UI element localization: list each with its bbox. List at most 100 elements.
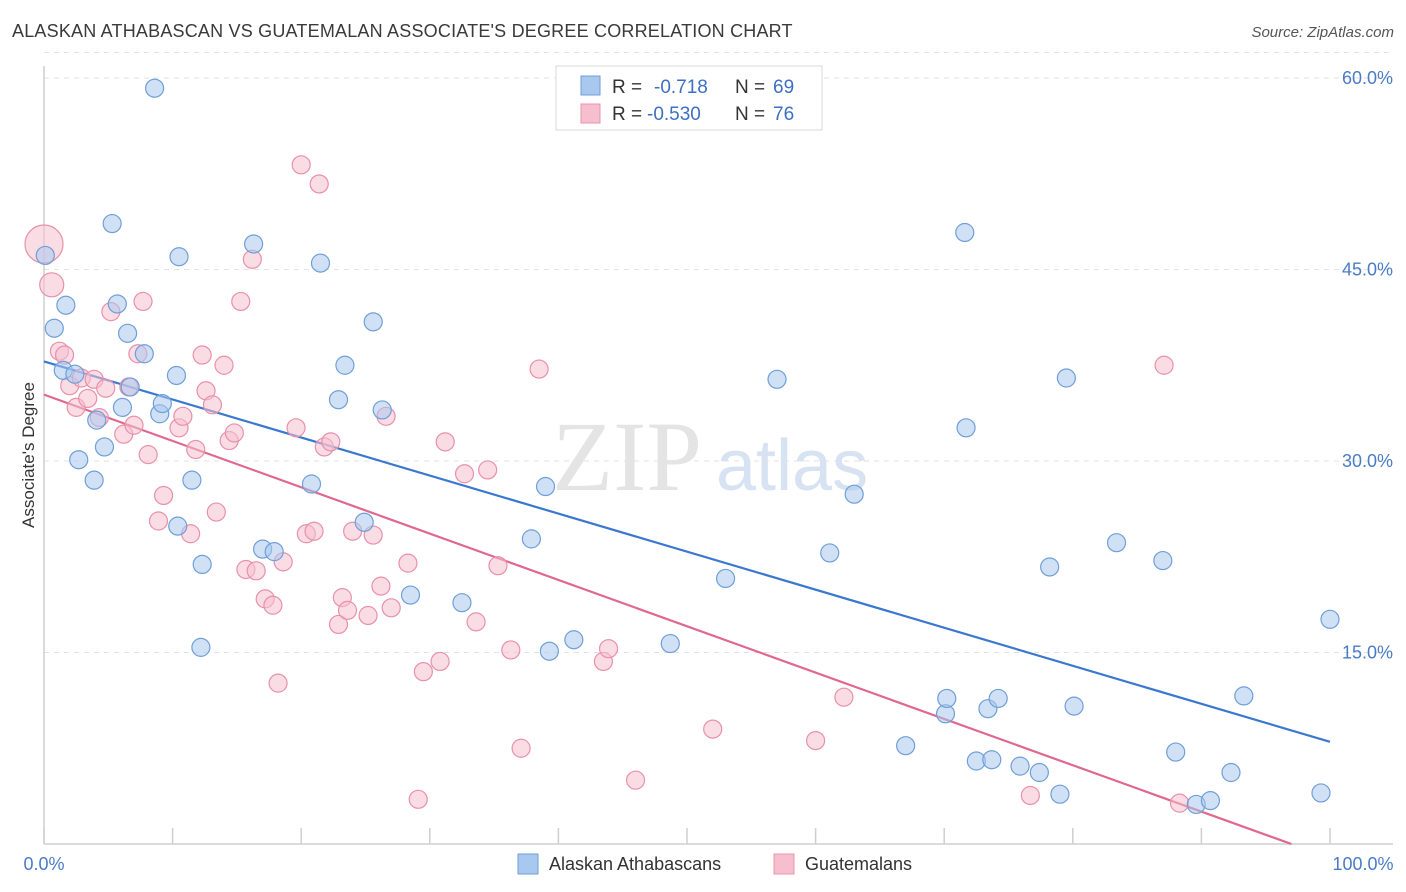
point-guatemalan: [478, 460, 498, 480]
point-guatemalan: [186, 439, 206, 460]
legend-r-value-2: -0.530: [647, 104, 701, 125]
point-guatemalan: [39, 272, 65, 298]
point-alaskan-athabascan: [56, 295, 76, 315]
point-alaskan-athabascan: [1311, 783, 1331, 803]
source-label: Source: ZipAtlas.com: [1251, 24, 1394, 41]
point-guatemalan: [246, 561, 266, 581]
point-guatemalan: [488, 556, 508, 576]
point-guatemalan: [358, 605, 378, 626]
point-guatemalan: [1169, 793, 1190, 813]
point-alaskan-athabascan: [310, 253, 331, 273]
point-alaskan-athabascan: [328, 390, 349, 410]
point-alaskan-athabascan: [1010, 756, 1030, 776]
point-alaskan-athabascan: [521, 529, 541, 549]
point-guatemalan: [153, 485, 174, 506]
point-alaskan-athabascan: [244, 234, 264, 254]
point-alaskan-athabascan: [44, 318, 64, 338]
guatemalans-points: [24, 155, 1190, 813]
legend-bottom: Alaskan Athabascans Guatemalans: [517, 853, 912, 875]
legend-r-label-1: R =: [612, 77, 642, 98]
chart-title: ALASKAN ATHABASCAN VS GUATEMALAN ASSOCIA…: [12, 21, 793, 41]
point-alaskan-athabascan: [87, 410, 107, 430]
legend-bottom-label-pink: Guatemalans: [805, 854, 912, 874]
point-alaskan-athabascan: [400, 585, 421, 605]
point-alaskan-athabascan: [301, 474, 322, 494]
x-tick-label-max: 100.0%: [1332, 854, 1393, 874]
point-guatemalan: [214, 355, 234, 375]
y-tick-label: 15.0%: [1342, 643, 1393, 663]
point-guatemalan: [268, 673, 288, 693]
point-alaskan-athabascan: [1106, 533, 1127, 553]
legend-n-value-2: 76: [773, 104, 794, 125]
point-alaskan-athabascan: [982, 750, 1002, 770]
point-alaskan-athabascan: [335, 355, 355, 375]
point-alaskan-athabascan: [1320, 609, 1340, 629]
point-guatemalan: [304, 521, 324, 541]
legend-swatch-pink: [580, 103, 601, 124]
point-alaskan-athabascan: [94, 437, 115, 457]
point-alaskan-athabascan: [107, 294, 127, 314]
point-alaskan-athabascan: [535, 476, 556, 497]
y-tick-label: 45.0%: [1342, 260, 1393, 280]
trend-lines: [43, 360, 1331, 846]
point-guatemalan: [1020, 785, 1040, 806]
point-guatemalan: [398, 553, 418, 573]
grid-lines: [44, 51, 1393, 653]
point-guatemalan: [413, 662, 433, 682]
legend-bottom-swatch-pink: [773, 853, 795, 875]
point-alaskan-athabascan: [112, 397, 133, 417]
point-alaskan-athabascan: [988, 688, 1008, 709]
point-alaskan-athabascan: [1029, 762, 1049, 783]
point-alaskan-athabascan: [152, 393, 172, 414]
point-alaskan-athabascan: [767, 369, 787, 389]
point-alaskan-athabascan: [564, 630, 584, 650]
point-alaskan-athabascan: [1221, 762, 1241, 783]
legend-swatch-blue: [580, 75, 601, 96]
point-alaskan-athabascan: [956, 418, 976, 438]
point-guatemalan: [466, 612, 486, 632]
point-alaskan-athabascan: [166, 365, 187, 386]
point-guatemalan: [381, 598, 401, 618]
point-guatemalan: [1154, 355, 1174, 375]
point-alaskan-athabascan: [169, 247, 189, 267]
point-alaskan-athabascan: [102, 213, 122, 234]
point-alaskan-athabascan: [1153, 550, 1173, 571]
point-guatemalan: [371, 576, 391, 596]
point-guatemalan: [309, 174, 329, 194]
point-alaskan-athabascan: [1040, 557, 1060, 577]
point-guatemalan: [124, 415, 144, 435]
point-guatemalan: [173, 406, 193, 426]
point-alaskan-athabascan: [1050, 784, 1070, 804]
legend-bottom-swatch-blue: [517, 853, 539, 875]
point-guatemalan: [78, 388, 98, 409]
point-guatemalan: [834, 687, 854, 707]
point-guatemalan: [321, 432, 341, 452]
legend-n-label-2: N =: [735, 104, 765, 125]
point-alaskan-athabascan: [1200, 790, 1221, 811]
point-alaskan-athabascan: [120, 377, 140, 397]
point-alaskan-athabascan: [84, 470, 104, 490]
point-alaskan-athabascan: [1234, 686, 1254, 706]
point-guatemalan: [328, 614, 349, 635]
point-alaskan-athabascan: [191, 637, 211, 657]
trend-line-alaskan-athabascans: [43, 360, 1331, 743]
point-alaskan-athabascan: [715, 568, 736, 589]
point-alaskan-athabascan: [69, 450, 89, 470]
point-guatemalan: [805, 730, 826, 751]
point-alaskan-athabascan: [264, 542, 284, 562]
point-guatemalan: [703, 719, 723, 739]
point-alaskan-athabascan: [168, 516, 188, 536]
point-alaskan-athabascan: [35, 245, 55, 266]
point-guatemalan: [206, 502, 226, 522]
legend-r-value-1: -0.718: [654, 77, 708, 98]
x-tick-marks: [43, 828, 1331, 844]
legend-r-label-2: R =: [612, 104, 642, 125]
legend-n-label-1: N =: [735, 77, 765, 98]
point-alaskan-athabascan: [1166, 742, 1186, 762]
y-tick-label: 60.0%: [1342, 68, 1393, 88]
alaskan-athabascans-points: [35, 78, 1340, 815]
point-guatemalan: [529, 359, 549, 379]
x-tick-label-min: 0.0%: [23, 854, 64, 874]
point-guatemalan: [263, 595, 283, 615]
point-alaskan-athabascan: [354, 512, 374, 532]
